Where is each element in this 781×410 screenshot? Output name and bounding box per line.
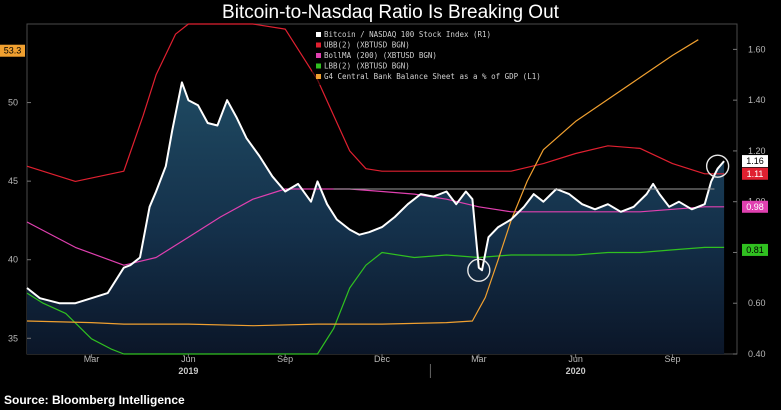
- value-tag-label: 1.16: [746, 156, 764, 166]
- value-tag-label: 0.81: [746, 245, 764, 255]
- x-axis-tick-label: Sep: [277, 354, 293, 364]
- right-axis-tick-label: 0.40: [748, 349, 766, 359]
- value-tag-label: 53.3: [4, 46, 22, 56]
- x-axis-tick-label: Sep: [664, 354, 680, 364]
- left-axis-tick-label: 35: [8, 333, 18, 343]
- value-tag-bg: [742, 167, 768, 180]
- series-line-lbb-2-xbtusd-bgn: [26, 246, 725, 355]
- left-axis-tick-label: 40: [8, 255, 18, 265]
- legend-swatch: [316, 63, 321, 69]
- legend-swatch: [316, 32, 321, 37]
- x-axis-year-label: 2019: [178, 366, 198, 376]
- legend-label: UBB(2) (XBTUSD BGN): [324, 41, 410, 50]
- value-tag-bg: [742, 243, 768, 256]
- right-axis-tick-label: 0.60: [748, 298, 766, 308]
- right-axis-tick-label: 1.40: [748, 95, 766, 105]
- series-line-g4-central-bank-balance-sheet-as-a-of-gdp-l1: [26, 39, 699, 327]
- highlight-circle-1: [467, 258, 491, 282]
- right-axis-tick-label: 1.20: [748, 146, 766, 156]
- left-axis-tick-label: 45: [8, 176, 18, 186]
- value-tag-label: 0.98: [746, 202, 764, 212]
- x-axis-tick-label: Jun: [181, 354, 196, 364]
- chart-title: Bitcoin-to-Nasdaq Ratio Is Breaking Out: [222, 2, 559, 23]
- legend-box: [312, 28, 548, 85]
- value-tag-bg: [0, 44, 25, 57]
- value-tag-bg: [742, 200, 768, 213]
- x-axis-tick-label: Mar: [84, 354, 100, 364]
- series-line-bollma-200-xbtusd-bgn: [26, 188, 725, 266]
- value-tag-label: 1.11: [747, 169, 764, 179]
- right-axis-tick-label: 1.60: [748, 44, 766, 54]
- btc-nasdaq-area: [27, 82, 725, 355]
- series-line-bitcoin-nasdaq-100-stock-index-r1: [26, 81, 725, 305]
- series-line-ubb-2-xbtusd-bgn: [26, 23, 725, 182]
- legend-label: Bitcoin / NASDAQ 100 Stock Index (R1): [324, 30, 491, 39]
- x-axis-tick-label: Mar: [471, 354, 487, 364]
- legend-label: BollMA (200) (XBTUSD BGN): [324, 51, 437, 60]
- x-axis-tick-label: Dec: [374, 354, 391, 364]
- x-axis-tick-label: Jun: [568, 354, 583, 364]
- legend-label: G4 Central Bank Balance Sheet as a % of …: [324, 72, 541, 81]
- highlight-circle-2: [705, 154, 730, 178]
- legend-label: LBB(2) (XBTUSD BGN): [324, 62, 410, 71]
- legend-swatch: [316, 74, 321, 79]
- x-axis-year-label: 2020: [566, 366, 586, 376]
- value-tag-bg: [742, 155, 768, 168]
- legend-swatch: [316, 53, 321, 58]
- legend-swatch: [316, 42, 321, 48]
- left-axis-tick-label: 50: [8, 98, 18, 108]
- source-note: Source: Bloomberg Intelligence: [4, 393, 185, 407]
